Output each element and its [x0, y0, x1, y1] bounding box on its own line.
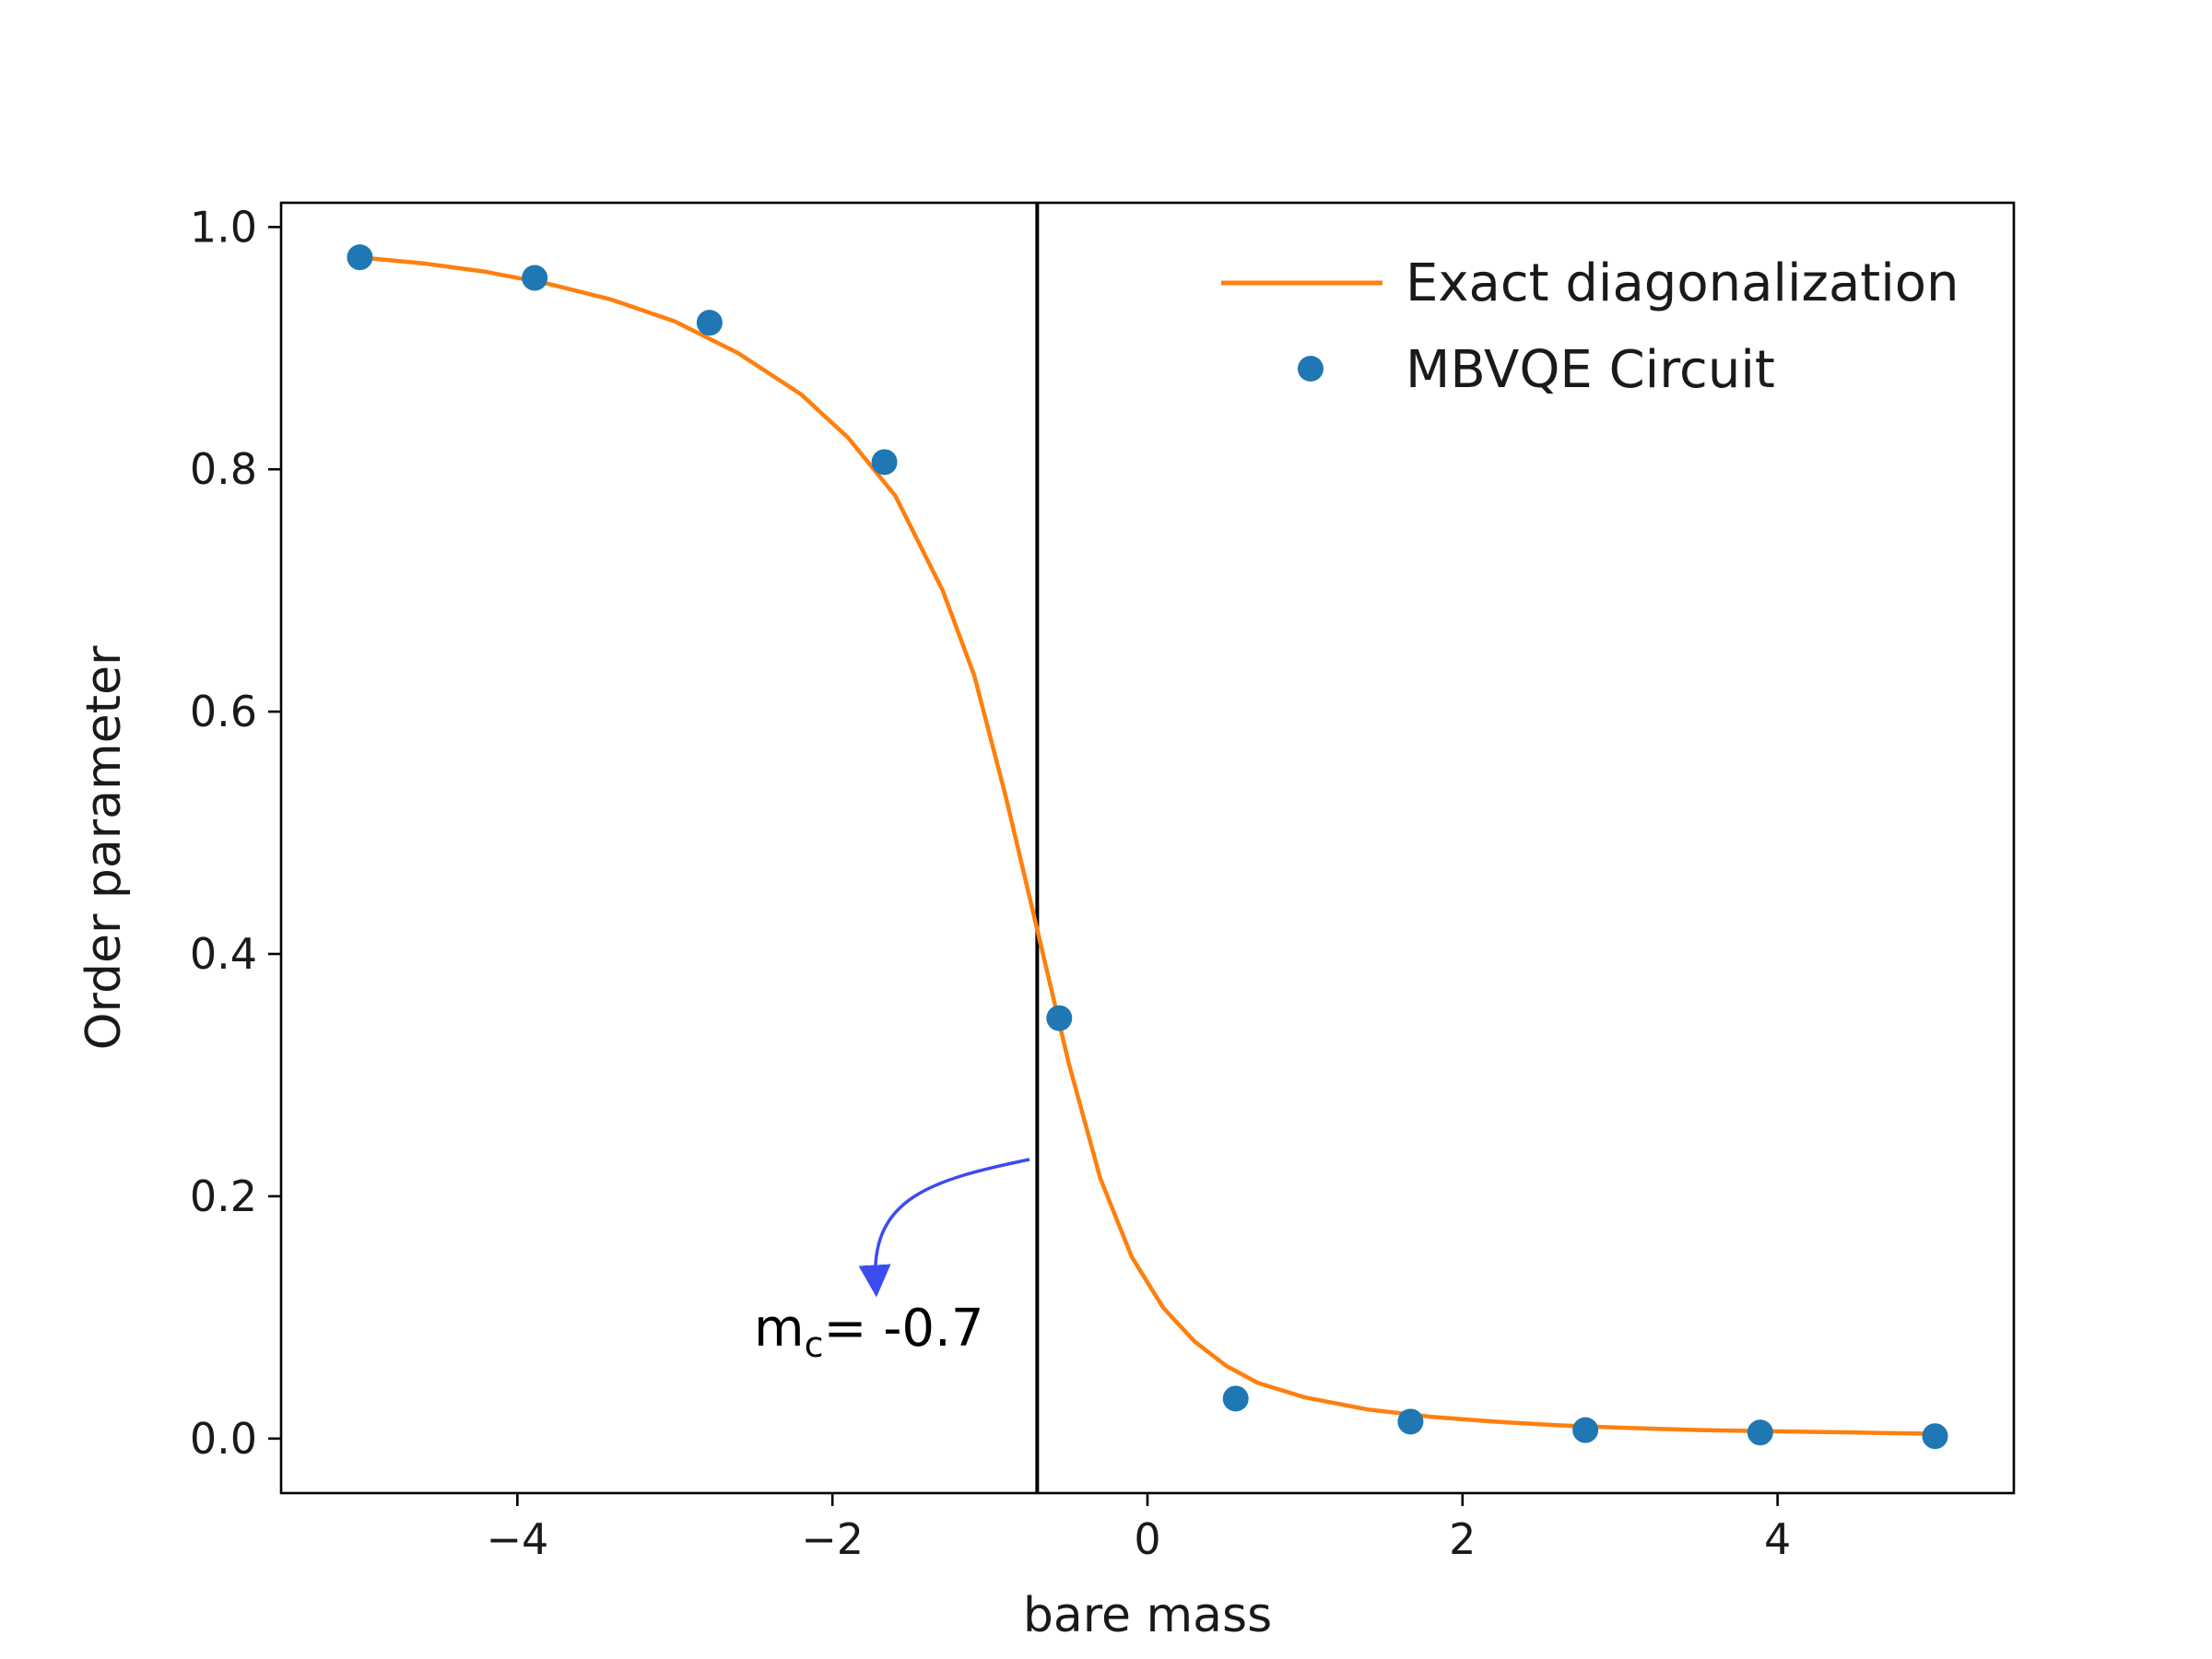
mbvqe-point-3 [871, 449, 898, 476]
series-exact-diagonalization-line [359, 254, 1936, 1436]
mbvqe-point-4 [1046, 1005, 1073, 1031]
x-tick-label: −4 [486, 1514, 548, 1564]
annotation-m: m [754, 1299, 805, 1359]
x-tick-label: 2 [1449, 1514, 1476, 1564]
mbvqe-point-9 [1922, 1423, 1948, 1450]
legend-label-exact: Exact diagonalization [1406, 253, 1959, 313]
annotation-subscript: c [805, 1324, 824, 1365]
legend-dot-swatch [1298, 356, 1324, 382]
y-tick-label: 0.6 [190, 687, 257, 736]
legend: Exact diagonalization MBVQE Circuit [1221, 253, 1959, 400]
y-tick-label: 0.0 [190, 1414, 257, 1464]
annotation-text: mc= -0.7 [754, 1299, 983, 1365]
y-tick-label: 0.2 [190, 1171, 257, 1221]
x-axis-label: bare mass [1023, 1588, 1272, 1643]
y-tick-label: 1.0 [190, 202, 257, 252]
mbvqe-point-0 [347, 244, 373, 271]
mbvqe-point-8 [1747, 1419, 1773, 1446]
annotation-arrow [858, 1158, 1030, 1298]
plot-area [347, 203, 1948, 1493]
mbvqe-point-6 [1397, 1408, 1424, 1435]
axes-frame [279, 201, 2016, 1495]
x-tick-label: −2 [801, 1514, 864, 1564]
mbvqe-point-1 [522, 265, 548, 291]
mbvqe-point-5 [1222, 1385, 1249, 1412]
x-tick-label: 0 [1134, 1514, 1160, 1564]
y-tick-label: 0.4 [190, 929, 257, 979]
mbvqe-point-2 [696, 310, 723, 336]
mbvqe-point-7 [1572, 1417, 1599, 1443]
legend-label-mbvqe: MBVQE Circuit [1406, 340, 1775, 400]
y-axis-label: Order parameter [76, 645, 132, 1050]
axis-ticks: −4 −2 0 2 4 0.0 0.2 0.4 0.6 0.8 1.0 [190, 202, 1791, 1564]
critical-mass-annotation: mc= -0.7 [754, 1158, 1030, 1365]
y-tick-label: 0.8 [190, 444, 257, 494]
annotation-value: = -0.7 [823, 1299, 983, 1359]
x-tick-label: 4 [1764, 1514, 1791, 1564]
